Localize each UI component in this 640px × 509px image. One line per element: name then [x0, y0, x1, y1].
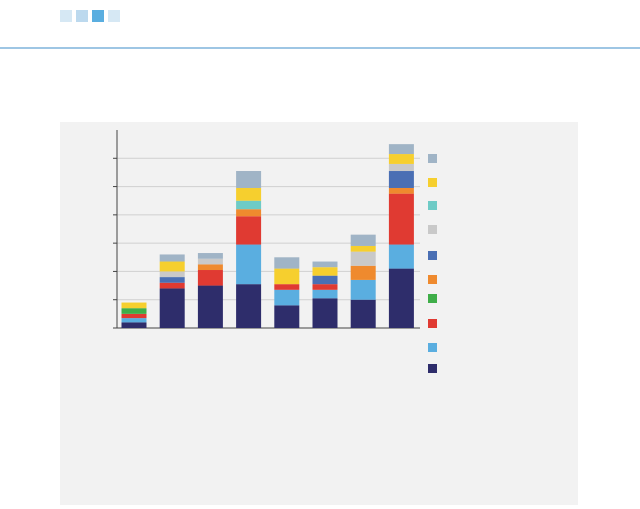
- bar-segment: [197, 285, 223, 328]
- bar-segment: [236, 187, 262, 201]
- bar-segment: [312, 284, 338, 290]
- bar-segment: [388, 163, 414, 172]
- bar-segment: [350, 251, 376, 266]
- bar-segment: [350, 234, 376, 246]
- legend-swatch: [428, 154, 437, 163]
- bar-segment: [121, 322, 147, 328]
- bar-segment: [274, 284, 300, 290]
- bar-segment: [312, 261, 338, 268]
- bar-segment: [312, 275, 338, 285]
- bar-segment: [274, 257, 300, 269]
- bar-segment: [388, 144, 414, 155]
- bar-segment: [197, 270, 223, 286]
- legend-swatch: [428, 294, 437, 303]
- bar-segment: [159, 254, 185, 262]
- bar-segment: [197, 258, 223, 265]
- bar-segment: [312, 289, 338, 299]
- bar-segment: [274, 268, 300, 285]
- legend-swatch: [428, 275, 437, 284]
- bar-segment: [121, 308, 147, 314]
- bar-segment: [388, 171, 414, 188]
- bar-segment: [236, 200, 262, 210]
- bar-segment: [197, 253, 223, 259]
- legend-swatch: [428, 201, 437, 210]
- header-square: [60, 10, 72, 22]
- plot: [113, 130, 437, 373]
- bar-segment: [274, 289, 300, 306]
- bar-segment: [159, 288, 185, 328]
- legend-swatch: [428, 225, 437, 234]
- bar-segment: [159, 277, 185, 283]
- bar-segment: [312, 298, 338, 328]
- bar-segment: [388, 193, 414, 245]
- bar-segment: [350, 245, 376, 252]
- bar-segment: [388, 187, 414, 194]
- header-square: [92, 10, 104, 22]
- bar-segment: [350, 299, 376, 328]
- legend-swatch: [428, 319, 437, 328]
- legend-swatch: [428, 178, 437, 187]
- legend-swatch: [428, 364, 437, 373]
- header-square: [108, 10, 120, 22]
- bar-segment: [236, 244, 262, 285]
- bar-segment: [388, 268, 414, 328]
- bar-segment: [236, 209, 262, 217]
- bar-segment: [159, 261, 185, 272]
- legend-swatch: [428, 343, 437, 352]
- bar-segment: [121, 313, 147, 319]
- bar-segment: [350, 265, 376, 280]
- bar-segment: [159, 271, 185, 278]
- bar-segment: [350, 279, 376, 300]
- bar-segment: [274, 305, 300, 328]
- legend-swatch: [428, 251, 437, 260]
- bar-segment: [388, 244, 414, 269]
- bar-segment: [121, 318, 147, 323]
- bar-segment: [236, 284, 262, 328]
- bar-segment: [236, 171, 262, 188]
- bar-segment: [388, 154, 414, 164]
- bar-segment: [312, 267, 338, 276]
- bar-segment: [121, 302, 147, 309]
- bar-segment: [159, 282, 185, 289]
- bar-segment: [197, 264, 223, 271]
- header-square: [76, 10, 88, 22]
- bar-segment: [236, 216, 262, 245]
